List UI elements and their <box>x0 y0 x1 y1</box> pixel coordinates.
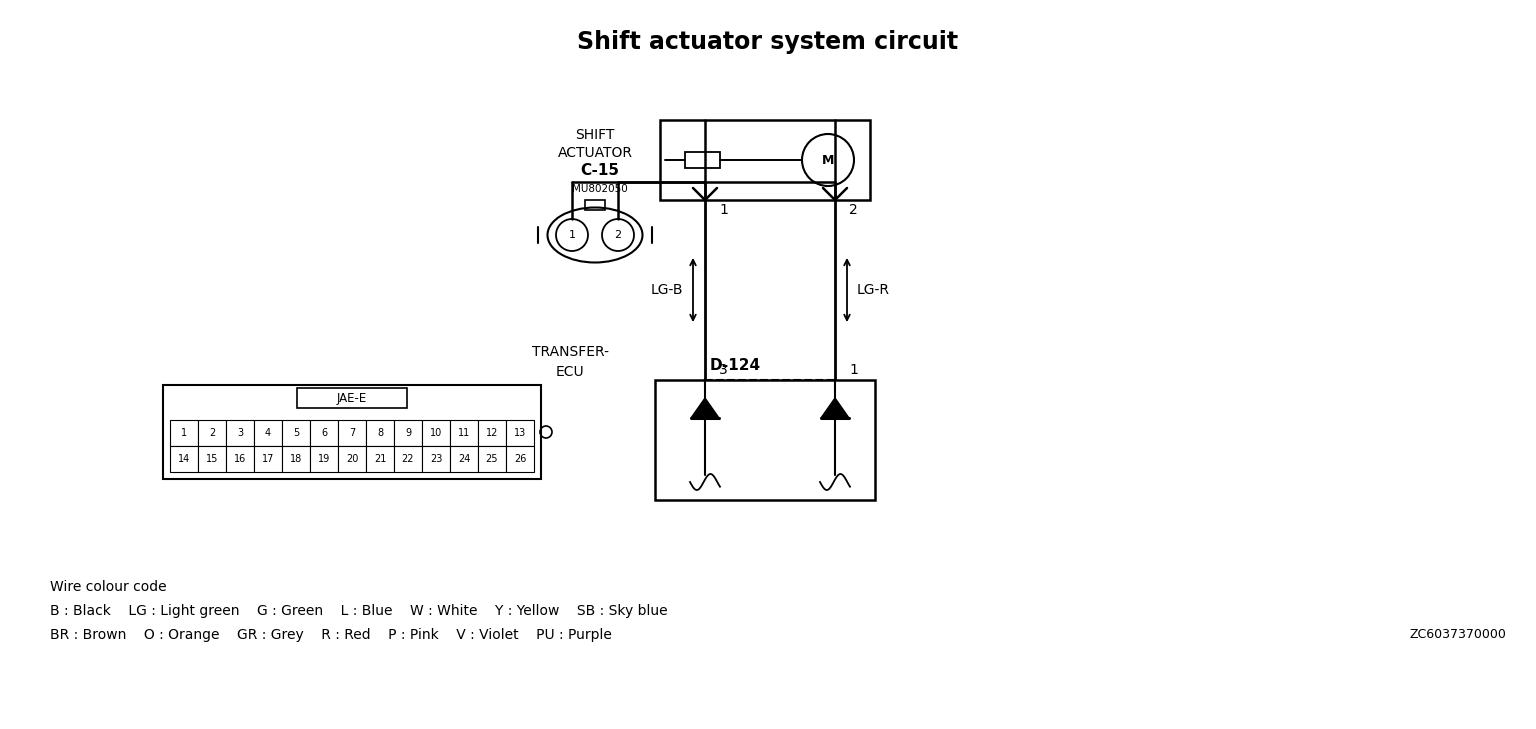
Bar <box>585 200 605 210</box>
Bar <box>366 420 395 446</box>
Text: 4: 4 <box>264 428 270 438</box>
Text: Shift actuator system circuit: Shift actuator system circuit <box>578 30 958 54</box>
Text: 6: 6 <box>321 428 327 438</box>
Bar <box>253 446 283 472</box>
Bar <box>395 420 422 446</box>
Text: 10: 10 <box>430 428 442 438</box>
Text: M: M <box>822 154 834 166</box>
Text: 17: 17 <box>261 454 275 464</box>
Text: 7: 7 <box>349 428 355 438</box>
Bar <box>198 446 226 472</box>
Text: 9: 9 <box>406 428 412 438</box>
Text: 22: 22 <box>402 454 415 464</box>
Bar <box>310 420 338 446</box>
Bar <box>163 385 541 479</box>
Text: 19: 19 <box>318 454 330 464</box>
Text: 3: 3 <box>237 428 243 438</box>
Text: BR : Brown    O : Orange    GR : Grey    R : Red    P : Pink    V : Violet    PU: BR : Brown O : Orange GR : Grey R : Red … <box>51 628 611 642</box>
Text: 1: 1 <box>568 230 576 240</box>
Text: 8: 8 <box>376 428 382 438</box>
Text: ACTUATOR: ACTUATOR <box>558 146 633 160</box>
Text: 2: 2 <box>209 428 215 438</box>
Text: 23: 23 <box>430 454 442 464</box>
Bar <box>226 420 253 446</box>
Text: 26: 26 <box>515 454 527 464</box>
Text: Wire colour code: Wire colour code <box>51 580 166 594</box>
Bar <box>422 446 450 472</box>
Text: MU802050: MU802050 <box>571 184 628 194</box>
Bar <box>310 446 338 472</box>
Text: 11: 11 <box>458 428 470 438</box>
Text: TRANSFER-: TRANSFER- <box>531 345 608 359</box>
Bar <box>685 152 720 168</box>
Text: ECU: ECU <box>556 365 584 379</box>
Text: 1: 1 <box>849 363 859 377</box>
Bar <box>654 380 876 500</box>
Text: 15: 15 <box>206 454 218 464</box>
Bar <box>283 446 310 472</box>
Text: 20: 20 <box>346 454 358 464</box>
Text: 2: 2 <box>614 230 622 240</box>
Bar <box>170 420 198 446</box>
Bar <box>395 446 422 472</box>
Text: SHIFT: SHIFT <box>576 128 614 142</box>
Bar <box>226 446 253 472</box>
Bar <box>253 420 283 446</box>
Text: 25: 25 <box>485 454 498 464</box>
Text: ZC6037370000: ZC6037370000 <box>1409 628 1505 641</box>
Text: 12: 12 <box>485 428 498 438</box>
Text: 5: 5 <box>293 428 300 438</box>
Text: 1: 1 <box>181 428 187 438</box>
Bar <box>478 446 505 472</box>
Text: 21: 21 <box>373 454 386 464</box>
Bar <box>478 420 505 446</box>
Bar <box>505 446 535 472</box>
Text: 1: 1 <box>719 203 728 217</box>
Text: 24: 24 <box>458 454 470 464</box>
Bar <box>296 388 407 408</box>
Polygon shape <box>691 398 719 418</box>
Bar <box>366 446 395 472</box>
Bar <box>338 420 366 446</box>
Text: D-124: D-124 <box>710 358 760 373</box>
Bar <box>505 420 535 446</box>
Text: B : Black    LG : Light green    G : Green    L : Blue    W : White    Y : Yello: B : Black LG : Light green G : Green L :… <box>51 604 668 618</box>
Text: LG-B: LG-B <box>651 283 684 297</box>
Polygon shape <box>822 398 849 418</box>
Bar <box>338 446 366 472</box>
Text: JAE-E: JAE-E <box>336 391 367 405</box>
Bar <box>660 120 869 200</box>
Bar <box>450 420 478 446</box>
Text: LG-R: LG-R <box>857 283 889 297</box>
Text: 16: 16 <box>233 454 246 464</box>
Text: 2: 2 <box>849 203 857 217</box>
Text: 14: 14 <box>178 454 190 464</box>
Bar <box>422 420 450 446</box>
Bar <box>198 420 226 446</box>
Text: 3: 3 <box>719 363 728 377</box>
Bar <box>170 446 198 472</box>
Text: C-15: C-15 <box>581 163 619 177</box>
Bar <box>450 446 478 472</box>
Text: 13: 13 <box>515 428 527 438</box>
Bar <box>283 420 310 446</box>
Text: 18: 18 <box>290 454 303 464</box>
